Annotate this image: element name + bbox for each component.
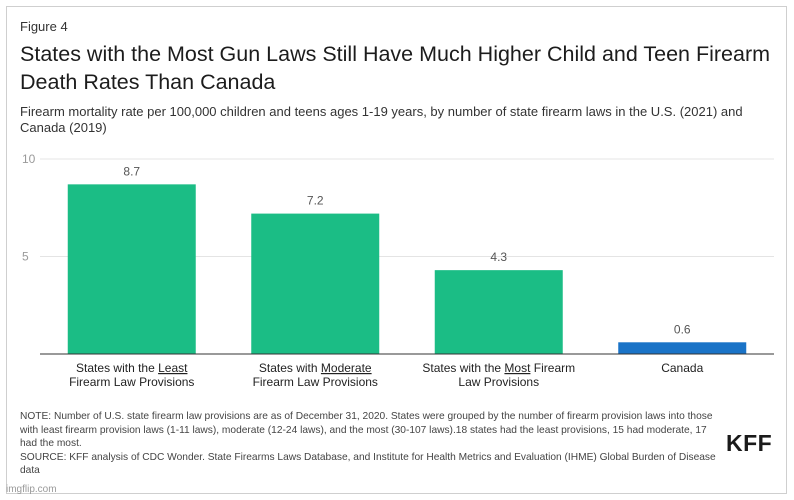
chart-title: States with the Most Gun Laws Still Have… bbox=[20, 42, 771, 94]
x-category-label: States with Moderate Firearm Law Provisio… bbox=[253, 361, 378, 389]
bar bbox=[434, 270, 563, 354]
watermark: imgflip.com bbox=[6, 484, 57, 495]
data-label: 7.2 bbox=[307, 194, 324, 208]
data-label: 0.6 bbox=[674, 322, 691, 336]
note-text: NOTE: Number of U.S. state firearm law p… bbox=[20, 411, 713, 449]
chart-subtitle: Firearm mortality rate per 100,000 child… bbox=[20, 104, 743, 135]
source-text: SOURCE: KFF analysis of CDC Wonder. Stat… bbox=[20, 451, 716, 477]
bar-chart: 5 10 8.7 States with the Least Firearm Law P… bbox=[22, 152, 774, 389]
x-category-label: States with the Least Firearm Law Provisi… bbox=[69, 361, 194, 389]
bar bbox=[251, 213, 380, 354]
x-category-label: States with the Most Firearm Law Provisio… bbox=[422, 361, 575, 389]
bar bbox=[618, 342, 747, 354]
data-label: 8.7 bbox=[123, 164, 140, 178]
kff-logo: KFF bbox=[726, 430, 773, 456]
y-tick-label: 5 bbox=[22, 250, 29, 264]
bar bbox=[67, 184, 196, 354]
notes-section: NOTE: Number of U.S. state firearm law p… bbox=[20, 410, 720, 478]
figure-label: Figure 4 bbox=[20, 19, 68, 34]
data-label: 4.3 bbox=[490, 250, 507, 264]
y-tick-label: 10 bbox=[22, 152, 36, 166]
x-category-label: Canada bbox=[661, 361, 703, 375]
